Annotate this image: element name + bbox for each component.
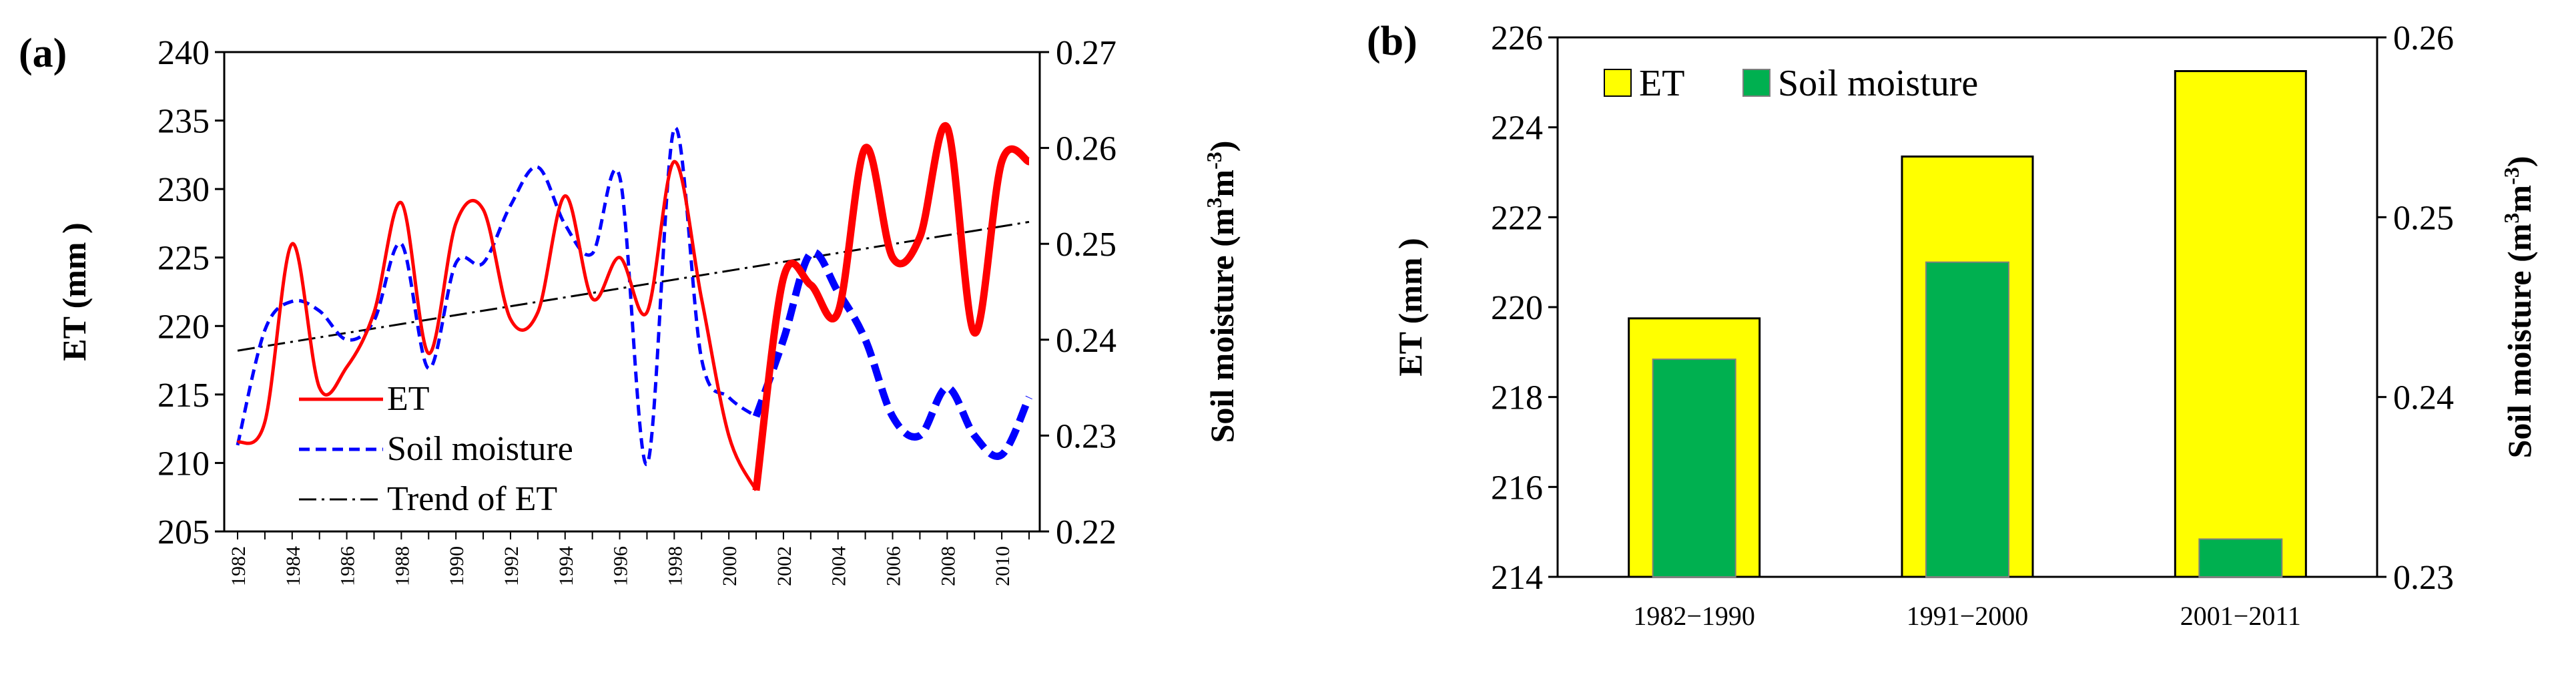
soil-moisture-line-2001-2011 bbox=[752, 248, 1033, 460]
b-right-tick-label: 0.26 bbox=[2393, 19, 2454, 57]
panel-b-right-axis-label: Soil moisture (m3m-3) bbox=[2499, 156, 2538, 459]
a-left-tick-label: 230 bbox=[157, 171, 210, 209]
bar-soil-moisture-3 bbox=[2198, 538, 2283, 578]
b-left-tick-label: 222 bbox=[1491, 199, 1543, 237]
b-left-tick-label: 226 bbox=[1491, 19, 1543, 57]
panel-a-left-axis-ticks: 205 210 215 220 225 230 235 240 bbox=[157, 34, 224, 551]
b-category-label: 1982−1990 bbox=[1633, 601, 1755, 631]
panel-a-right-axis-ticks: 0.22 0.23 0.24 0.25 0.26 0.27 bbox=[1040, 34, 1116, 551]
b-right-tick-label: 0.23 bbox=[2393, 559, 2454, 597]
a-right-tick-label: 0.25 bbox=[1056, 226, 1116, 264]
b-left-tick-label: 216 bbox=[1491, 469, 1543, 507]
a-x-tick-label: 2002 bbox=[773, 546, 795, 586]
b-right-tick-label: 0.25 bbox=[2393, 199, 2454, 237]
a-right-tick-label: 0.24 bbox=[1056, 322, 1116, 360]
panel-a-right-label-part3: ) bbox=[1203, 141, 1241, 152]
a-x-tick-label: 1990 bbox=[446, 546, 468, 586]
a-x-tick-label: 1988 bbox=[391, 546, 413, 586]
a-left-tick-label: 215 bbox=[157, 377, 210, 415]
a-right-tick-label: 0.22 bbox=[1056, 513, 1116, 551]
panel-b-right-label-part2: m bbox=[2501, 185, 2538, 213]
panel-a-label: (a) bbox=[19, 31, 67, 76]
panel-a-x-axis-ticks: 1982 1984 1986 1988 1990 1992 1994 1996 1998 2000… bbox=[228, 531, 1030, 586]
a-left-tick-label: 220 bbox=[157, 308, 210, 346]
panel-b-right-label-sup2: -3 bbox=[2499, 167, 2523, 185]
panel-b-right-label-part1: Soil moisture (m bbox=[2501, 224, 2538, 459]
legend-soil-moisture-label: Soil moisture bbox=[387, 430, 573, 468]
a-x-tick-label: 2004 bbox=[828, 546, 850, 586]
panel-b-right-axis-ticks: 0.23 0.24 0.25 0.26 bbox=[2377, 19, 2454, 597]
a-right-tick-label: 0.23 bbox=[1056, 417, 1116, 455]
b-left-tick-label: 220 bbox=[1491, 289, 1543, 327]
a-right-tick-label: 0.26 bbox=[1056, 130, 1116, 168]
a-x-tick-label: 1994 bbox=[555, 546, 577, 586]
a-series-clip bbox=[236, 122, 1033, 491]
bar-et-3 bbox=[2174, 70, 2307, 578]
a-right-tick-label: 0.27 bbox=[1056, 34, 1116, 72]
panel-b-legend: ET Soil moisture bbox=[1604, 63, 1978, 104]
panel-a-legend: ET Soil moisture Trend of ET bbox=[299, 380, 573, 518]
legend-trend-label: Trend of ET bbox=[387, 480, 557, 518]
a-left-tick-label: 225 bbox=[157, 240, 210, 278]
panel-a-right-label-part2: m bbox=[1203, 170, 1241, 198]
a-x-tick-label: 1996 bbox=[610, 546, 632, 586]
legend-b-et-label: ET bbox=[1639, 63, 1684, 104]
panel-a-right-label-part1: Soil moisture (m bbox=[1203, 208, 1241, 443]
b-left-tick-label: 218 bbox=[1491, 379, 1543, 417]
panel-b-category-labels: 1982−1990 1991−2000 2001−2011 bbox=[1633, 601, 2300, 631]
a-x-tick-label: 2000 bbox=[719, 546, 741, 586]
a-x-tick-label: 1992 bbox=[501, 546, 523, 586]
b-left-tick-label: 214 bbox=[1491, 559, 1543, 597]
a-x-tick-label: 1984 bbox=[282, 546, 304, 586]
panel-a-right-axis-label: Soil moisture (m3m-3) bbox=[1202, 141, 1241, 443]
panel-b-left-axis-label: ET (mm ) bbox=[1391, 238, 1429, 376]
a-left-tick-label: 205 bbox=[157, 513, 210, 551]
b-right-tick-label: 0.24 bbox=[2393, 379, 2454, 417]
a-x-tick-label: 1982 bbox=[228, 546, 250, 586]
panel-b-left-axis-ticks: 214 216 218 220 222 224 226 bbox=[1491, 19, 1558, 597]
a-x-tick-label: 1998 bbox=[664, 546, 686, 586]
bar-soil-moisture-2 bbox=[1925, 261, 2009, 578]
legend-b-soil-moisture-swatch bbox=[1742, 69, 1770, 97]
bar-soil-moisture-1 bbox=[1652, 359, 1736, 578]
a-x-tick-label: 2008 bbox=[937, 546, 959, 586]
panel-a-right-label-sup1: 3 bbox=[1202, 198, 1226, 208]
et-line-1982-2001 bbox=[236, 160, 758, 491]
a-x-tick-label: 1986 bbox=[337, 546, 359, 586]
panel-b-bars bbox=[1628, 70, 2307, 578]
b-category-label: 1991−2000 bbox=[1907, 601, 2029, 631]
panel-a-left-axis-label: ET (mm ) bbox=[55, 222, 93, 361]
panel-a-right-label-sup2: -3 bbox=[1202, 152, 1226, 170]
legend-b-soil-moisture-label: Soil moisture bbox=[1778, 63, 1978, 104]
legend-et-label: ET bbox=[387, 380, 430, 418]
a-x-tick-label: 2010 bbox=[992, 546, 1014, 586]
et-line-2001-2011 bbox=[752, 122, 1031, 491]
a-left-tick-label: 235 bbox=[157, 103, 210, 141]
b-category-label: 2001−2011 bbox=[2180, 601, 2301, 631]
panel-b-right-label-part3: ) bbox=[2501, 156, 2538, 168]
panel-b-label: (b) bbox=[1367, 19, 1417, 64]
panel-b-right-label-sup1: 3 bbox=[2499, 213, 2523, 224]
b-left-tick-label: 224 bbox=[1491, 109, 1543, 148]
a-left-tick-label: 240 bbox=[157, 34, 210, 72]
a-left-tick-label: 210 bbox=[157, 445, 210, 483]
a-x-tick-label: 2006 bbox=[883, 546, 905, 586]
legend-b-et-swatch bbox=[1604, 69, 1632, 97]
panel-a-series bbox=[236, 122, 1033, 491]
